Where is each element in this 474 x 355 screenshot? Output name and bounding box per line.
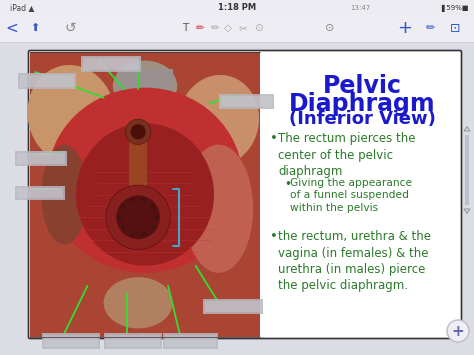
Ellipse shape [76,123,214,266]
Text: (Inferior View): (Inferior View) [289,110,436,128]
Circle shape [447,320,469,342]
Ellipse shape [27,65,115,164]
Text: ⊡: ⊡ [450,22,460,34]
Circle shape [154,215,159,220]
Bar [202,299,263,314]
Circle shape [130,197,135,202]
Ellipse shape [42,144,88,244]
Bar [465,135,469,205]
FancyBboxPatch shape [28,50,462,339]
Text: •: • [270,132,278,145]
Circle shape [142,197,146,202]
Text: ✂: ✂ [238,23,247,33]
Text: ↺: ↺ [64,21,76,35]
Bar [82,58,138,70]
Text: Diaphragm: Diaphragm [289,92,435,116]
Bar [20,75,74,87]
Bar [0,15,474,42]
Circle shape [126,119,151,144]
Text: ▌59%■: ▌59%■ [441,4,469,12]
Text: the rectum, urethra & the
vagina (in females) & the
urethra (in males) pierce
th: the rectum, urethra & the vagina (in fem… [278,230,431,293]
Ellipse shape [47,88,243,273]
Ellipse shape [184,144,253,273]
Text: +: + [398,19,412,37]
Text: •: • [284,178,291,191]
Text: T: T [182,23,188,33]
Text: Pelvic: Pelvic [322,74,401,98]
Text: 13:47: 13:47 [350,5,370,11]
Bar [205,301,261,312]
Text: iPad ▲: iPad ▲ [10,4,35,12]
Bar [104,333,162,349]
Circle shape [106,185,170,250]
Bar [15,151,67,166]
Ellipse shape [104,277,173,328]
Bar [220,96,272,107]
Text: ⊙: ⊙ [325,23,335,33]
Bar [42,333,100,349]
Text: ◇: ◇ [224,23,232,33]
Circle shape [116,196,160,239]
Ellipse shape [178,75,259,166]
Circle shape [121,226,126,230]
Circle shape [121,204,126,209]
Circle shape [142,233,146,237]
Circle shape [118,215,122,220]
Text: 1:18 PM: 1:18 PM [218,4,256,12]
Circle shape [130,124,146,140]
Circle shape [151,204,155,209]
Bar [30,52,260,337]
Bar [17,188,63,198]
Bar [118,69,173,132]
Text: Giving the appearance
of a funnel suspended
within the pelvis: Giving the appearance of a funnel suspen… [290,178,412,213]
Bar [81,56,141,72]
Bar [106,335,160,347]
Text: <: < [6,21,18,36]
Text: ⊙: ⊙ [254,23,263,33]
Text: ⬆: ⬆ [30,23,40,33]
Bar [165,335,217,347]
Bar [15,186,65,200]
Ellipse shape [113,61,177,112]
Bar [129,137,147,189]
Bar [18,73,76,89]
Text: ✏: ✏ [425,23,435,33]
Bar [44,335,98,347]
Circle shape [130,233,135,237]
Bar [219,94,273,109]
Circle shape [151,226,155,230]
Bar [17,153,65,164]
Text: The rectum pierces the
center of the pelvic
diaphragm: The rectum pierces the center of the pel… [278,132,416,178]
Text: •: • [270,230,278,243]
Bar [0,0,474,15]
Text: ✏: ✏ [196,23,204,33]
Text: +: + [452,323,465,339]
Text: ✏: ✏ [210,23,219,33]
Bar [164,333,219,349]
